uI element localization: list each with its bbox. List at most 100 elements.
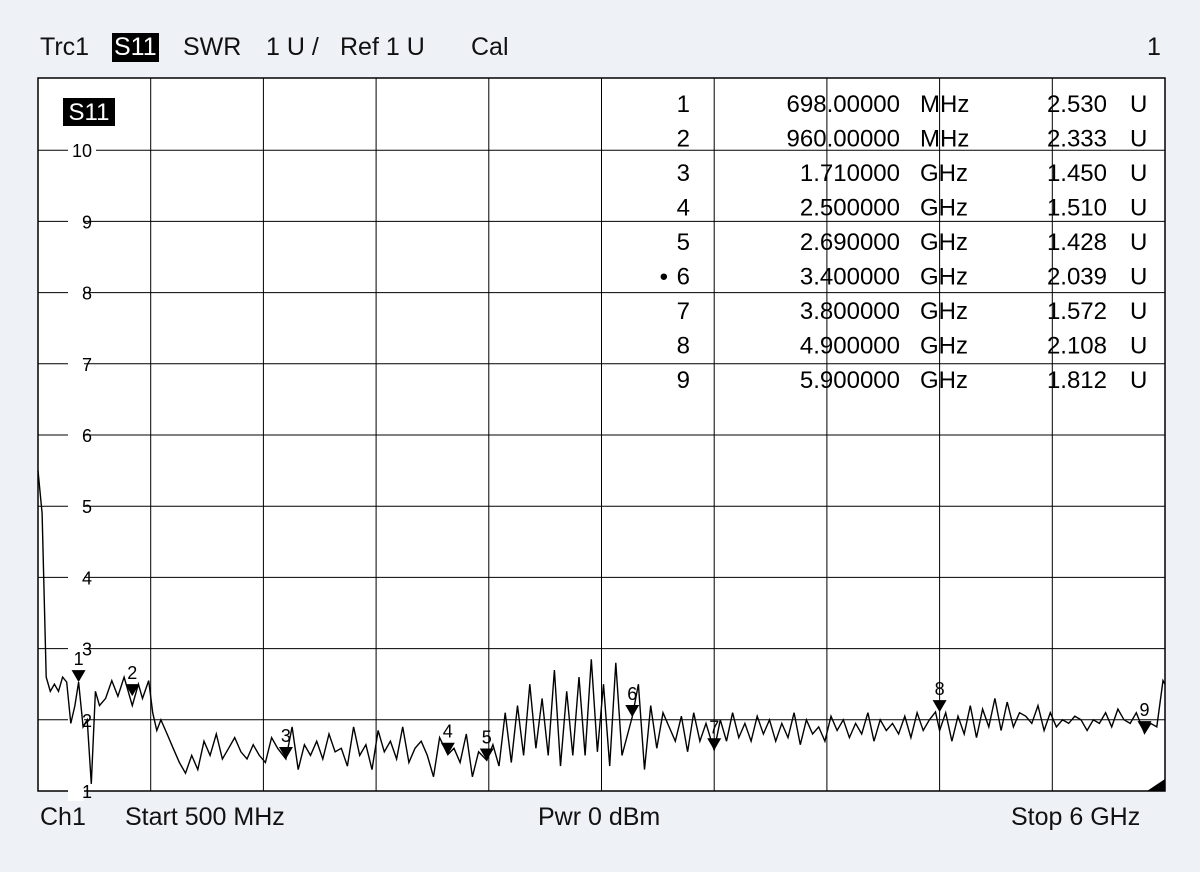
marker-table-freq-unit: GHz <box>920 160 968 187</box>
marker-label-8: 8 <box>935 679 945 699</box>
marker-triangle-6[interactable] <box>625 705 640 718</box>
y-tick-label: 10 <box>72 141 92 161</box>
marker-table-freq-unit: GHz <box>920 333 968 360</box>
marker-table-value-unit: U <box>1130 195 1147 222</box>
marker-table-value: 2.333 <box>1047 126 1107 153</box>
calibration-status: Cal <box>471 33 509 61</box>
marker-table-index: 8 <box>677 333 690 360</box>
marker-table-freq-unit: GHz <box>920 264 968 291</box>
trace-label-box <box>63 98 115 126</box>
marker-table-frequency: 3.400000 <box>800 264 900 291</box>
start-frequency[interactable]: Start 500 MHz <box>125 803 285 831</box>
marker-table-active-dot: • <box>660 264 668 291</box>
marker-table-frequency: 5.900000 <box>800 367 900 394</box>
marker-table-freq-unit: GHz <box>920 367 968 394</box>
marker-table-frequency: 2.690000 <box>800 229 900 256</box>
marker-triangle-9[interactable] <box>1137 721 1152 734</box>
trace-markers[interactable]: 1 2 3 4 5 6 7 8 9 <box>71 649 1152 761</box>
y-tick-label-bg <box>68 282 84 303</box>
marker-table-freq-unit: MHz <box>920 126 969 153</box>
marker-table-index: 7 <box>677 298 690 325</box>
marker-table-value: 1.572 <box>1047 298 1107 325</box>
marker-label-2: 2 <box>127 663 137 683</box>
y-tick-label-bg <box>68 353 84 374</box>
marker-triangle-2[interactable] <box>125 684 140 697</box>
marker-table-value: 2.530 <box>1047 91 1107 118</box>
marker-table-freq-unit: GHz <box>920 298 968 325</box>
channel-index: 1 <box>1147 33 1161 61</box>
marker-table-value: 1.428 <box>1047 229 1107 256</box>
marker-table-freq-unit: GHz <box>920 195 968 222</box>
y-tick-label: 5 <box>82 497 92 517</box>
marker-table-frequency: 960.00000 <box>787 126 900 153</box>
trace-name[interactable]: Trc1 <box>40 33 90 61</box>
marker-triangle-5[interactable] <box>479 748 494 761</box>
marker-triangle-4[interactable] <box>440 742 455 755</box>
marker-table-frequency: 2.500000 <box>800 195 900 222</box>
marker-table-index: 4 <box>677 195 690 222</box>
y-tick-label-bg <box>68 496 84 517</box>
marker-table-index: 6 <box>677 264 690 291</box>
marker-label-5: 5 <box>482 728 492 748</box>
y-tick-label-bg <box>68 638 84 659</box>
marker-table-index: 1 <box>677 91 690 118</box>
marker-triangle-7[interactable] <box>707 738 722 751</box>
scale-label[interactable]: 1 U / <box>266 33 319 61</box>
marker-triangle-1[interactable] <box>71 670 86 683</box>
y-tick-label: 6 <box>82 426 92 446</box>
y-tick-label-bg <box>68 425 84 445</box>
marker-label-6: 6 <box>627 684 637 704</box>
footer-bar: Ch1 Start 500 MHz Pwr 0 dBm Stop 6 GHz <box>0 803 1200 837</box>
marker-table: 1 698.00000 MHz 2.530 U 2 960.00000 MHz 2.333 U 3 1… <box>660 91 1148 394</box>
y-tick-label-bg <box>68 211 84 232</box>
marker-label-3: 3 <box>281 726 291 746</box>
measured-parameter[interactable]: S11 <box>112 33 159 62</box>
y-tick-label-bg <box>68 567 84 588</box>
marker-label-4: 4 <box>443 722 453 742</box>
marker-table-index: 3 <box>677 160 690 187</box>
trace-label: S11 <box>69 99 110 126</box>
marker-table-value-unit: U <box>1130 229 1147 256</box>
y-tick-label-bg <box>68 781 84 801</box>
y-tick-label: 3 <box>82 640 92 660</box>
marker-table-frequency: 1.710000 <box>800 160 900 187</box>
channel-label[interactable]: Ch1 <box>40 803 86 831</box>
header-bar: Trc1 S11 SWR 1 U / Ref 1 U Cal 1 <box>0 33 1200 67</box>
y-tick-label: 8 <box>82 284 92 304</box>
marker-table-value: 1.812 <box>1047 367 1107 394</box>
marker-table-value-unit: U <box>1130 160 1147 187</box>
marker-table-frequency: 4.900000 <box>800 333 900 360</box>
y-tick-label-bg <box>68 709 84 730</box>
stop-corner-icon <box>1147 779 1165 791</box>
format-label[interactable]: SWR <box>183 33 242 61</box>
power-level[interactable]: Pwr 0 dBm <box>538 803 661 831</box>
reference-label[interactable]: Ref 1 U <box>340 33 425 61</box>
marker-label-1: 1 <box>74 649 84 669</box>
y-tick-label: 4 <box>82 568 92 588</box>
y-tick-label-bg <box>68 140 96 161</box>
marker-table-value: 1.510 <box>1047 195 1107 222</box>
marker-table-frequency: 698.00000 <box>787 91 900 118</box>
marker-table-freq-unit: MHz <box>920 91 969 118</box>
marker-table-value-unit: U <box>1130 264 1147 291</box>
trace-line <box>37 470 1166 784</box>
marker-label-7: 7 <box>709 717 719 737</box>
y-tick-label: 1 <box>82 782 92 802</box>
marker-table-value-unit: U <box>1130 298 1147 325</box>
marker-table-index: 9 <box>677 367 690 394</box>
grid-lines <box>38 78 1165 791</box>
marker-table-value-unit: U <box>1130 91 1147 118</box>
marker-table-freq-unit: GHz <box>920 229 968 256</box>
marker-triangle-8[interactable] <box>932 700 947 713</box>
marker-table-value: 2.039 <box>1047 264 1107 291</box>
marker-table-value-unit: U <box>1130 367 1147 394</box>
marker-table-index: 5 <box>677 229 690 256</box>
marker-table-index: 2 <box>677 126 690 153</box>
marker-table-value: 1.450 <box>1047 160 1107 187</box>
marker-label-9: 9 <box>1140 700 1150 720</box>
marker-triangle-3[interactable] <box>278 746 293 759</box>
marker-table-frequency: 3.800000 <box>800 298 900 325</box>
stop-frequency[interactable]: Stop 6 GHz <box>1011 803 1141 831</box>
